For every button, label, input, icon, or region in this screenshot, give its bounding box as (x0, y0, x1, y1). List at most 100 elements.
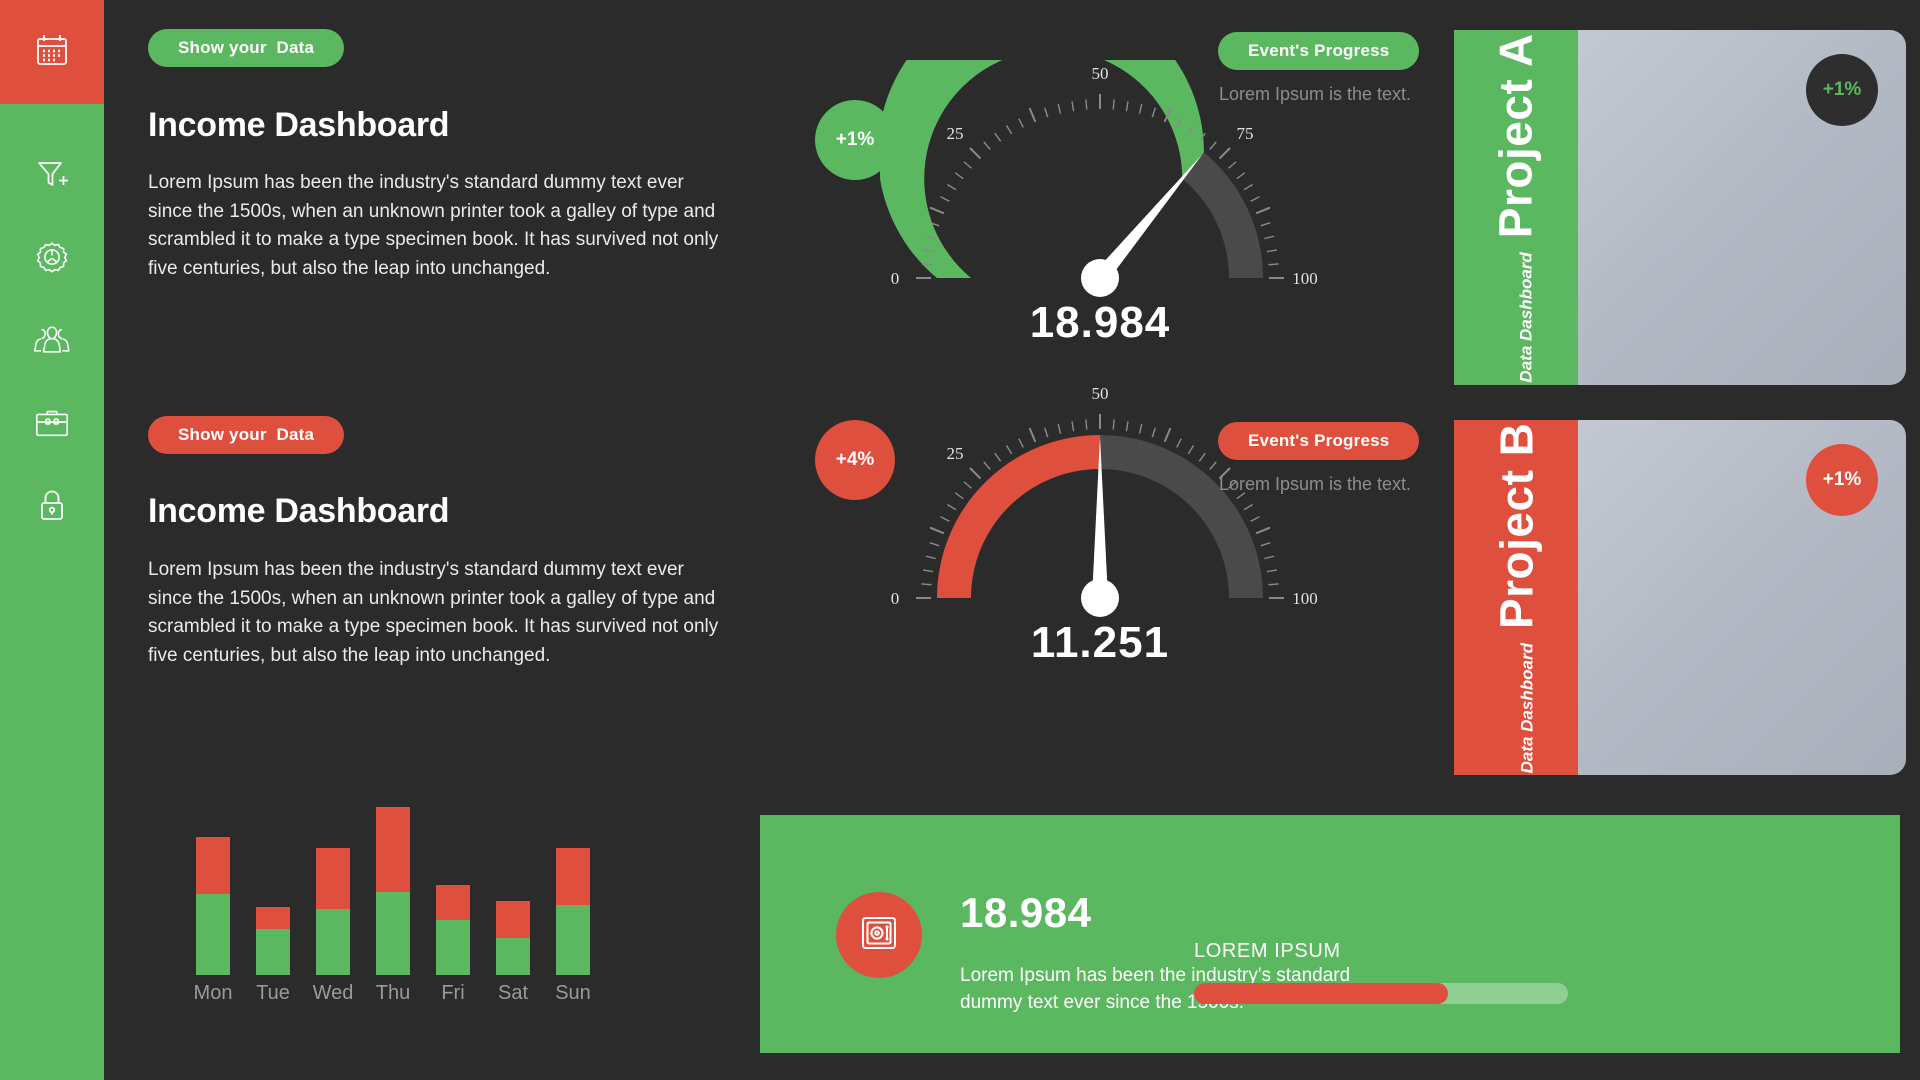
gauge-tick (921, 583, 932, 586)
sidebar-item-settings[interactable] (0, 215, 104, 298)
gauge-tick (925, 555, 936, 560)
gauge-delta-badge-2: +4% (815, 420, 895, 500)
bar-segment-red (196, 837, 230, 895)
gauge-tick (1071, 101, 1075, 112)
bar-segment-green (196, 894, 230, 975)
gauge-tick (1228, 481, 1237, 489)
summary-panel: 18.984 Lorem Ipsum has been the industry… (760, 815, 1900, 1053)
events-progress-badge-1: Event's Progress (1218, 32, 1420, 70)
settings-gear-icon (33, 238, 71, 276)
gauge-needle-hub (1081, 579, 1119, 617)
gauge-tick (1176, 438, 1182, 448)
gauge-tick (1198, 452, 1206, 462)
progress-label: LOREM IPSUM (1194, 940, 1341, 962)
project-card-a[interactable]: +1% Data Dashboard Project A (1454, 30, 1906, 385)
gauge-tick (925, 235, 936, 240)
bar-stack (496, 800, 530, 975)
section-income-dashboard-2: Show your Data Income Dashboard Lorem Ip… (148, 416, 723, 670)
show-data-button-2[interactable]: Show your Data (148, 416, 345, 454)
body-paragraph-2: Lorem Ipsum has been the industry's stan… (148, 559, 719, 666)
summary-number: 18.984 (960, 889, 1092, 936)
events-progress-label-2[interactable]: Event's Progress (1218, 422, 1420, 460)
gauge-tick (947, 183, 957, 191)
gauge-tick (1005, 125, 1013, 135)
progress-bar-track[interactable] (1194, 983, 1568, 1004)
project-card-b-badge: +1% (1806, 444, 1878, 516)
page-title-2: Income Dashboard (148, 492, 450, 530)
bar-segment-green (376, 891, 410, 975)
progress-bar-fill (1194, 983, 1449, 1004)
sidebar-item-filter[interactable] (0, 132, 104, 215)
gauge-tick (1018, 118, 1024, 128)
gauge-tick (1266, 569, 1277, 573)
bar-segment-green (556, 905, 590, 975)
weekly-bar-chart: Mon Tue Wed Thu Fri Sat Sun (194, 800, 696, 1020)
bar-segment-red (256, 907, 290, 930)
project-card-b[interactable]: +1% Data Dashboard Project B (1454, 420, 1906, 775)
gauge-tick (1187, 445, 1195, 455)
project-card-b-subtitle: Data Dashboard (1517, 642, 1537, 773)
users-group-icon (32, 322, 72, 358)
gauge-tick (940, 196, 950, 202)
sidebar (0, 0, 104, 1080)
gauge-tick-label: 100 (1292, 589, 1318, 608)
gauge-tick-label: 25 (947, 124, 964, 143)
gauge-dial-1: 0 25 50 75 100 (880, 60, 1320, 310)
gauge-tick (1255, 206, 1271, 215)
show-data-button-1[interactable]: Show your Data (148, 29, 345, 67)
gauge-value-2: 11.251 (1030, 618, 1170, 667)
gauge-tick (1005, 445, 1013, 455)
gauge-tick (1163, 107, 1172, 123)
gauge-tick-label: 75 (1236, 124, 1253, 143)
gauge-tick (1138, 103, 1143, 114)
bar-stack (196, 800, 230, 975)
gauge-tick (969, 147, 982, 160)
sidebar-item-lock[interactable] (0, 464, 104, 547)
gauge-tick (1268, 263, 1279, 266)
gauge-tick (1125, 421, 1129, 432)
bar-axis-label: Mon (193, 982, 233, 1004)
gauge-tick (994, 132, 1002, 142)
gauge-arc-track (1182, 152, 1263, 278)
gauge-tick-label: 25 (947, 444, 964, 463)
gauge-tick (994, 452, 1002, 462)
bar-axis-label: Sat (497, 982, 529, 1004)
gauge-tick (1112, 99, 1115, 110)
bar-segment-green (436, 920, 470, 975)
bar-segment-red (556, 848, 590, 905)
gauge-tick (1151, 427, 1156, 438)
page-title-1: Income Dashboard (148, 106, 450, 144)
bar-segment-red (496, 900, 530, 938)
bar-stack (376, 800, 410, 975)
gauge-tick (1187, 125, 1195, 135)
gauge-tick (923, 569, 934, 573)
project-card-a-panel: Data Dashboard Project A (1454, 30, 1578, 385)
gauge-delta-badge-1: +1% (815, 100, 895, 180)
gauge-tick (1243, 183, 1253, 191)
events-progress-label-1[interactable]: Event's Progress (1218, 32, 1420, 70)
sidebar-item-calendar[interactable] (0, 0, 104, 104)
bar-group (196, 800, 230, 975)
bar-segment-green (256, 929, 290, 975)
gauge-tick (940, 516, 950, 522)
project-card-a-subtitle: Data Dashboard (1517, 251, 1536, 383)
gauge-tick (1125, 101, 1129, 112)
gauge-tick (1044, 427, 1049, 438)
sidebar-item-briefcase[interactable] (0, 381, 104, 464)
sidebar-item-users[interactable] (0, 298, 104, 381)
gauge-tick (1260, 542, 1271, 547)
events-progress-subtext-2: Lorem Ipsum is the text. (1218, 474, 1412, 494)
gauge-tick (1071, 421, 1075, 432)
gauge-tick (1057, 103, 1062, 114)
project-card-b-title: Project B (1490, 422, 1543, 629)
gauge-tick (1264, 235, 1275, 240)
events-progress-badge-2: Event's Progress (1218, 422, 1420, 460)
gauge-tick (1151, 107, 1156, 118)
gauge-tick (1255, 526, 1271, 535)
gauge-tick (1268, 583, 1279, 586)
gauge-tick (1250, 516, 1260, 522)
gauge-tick (1057, 423, 1062, 434)
